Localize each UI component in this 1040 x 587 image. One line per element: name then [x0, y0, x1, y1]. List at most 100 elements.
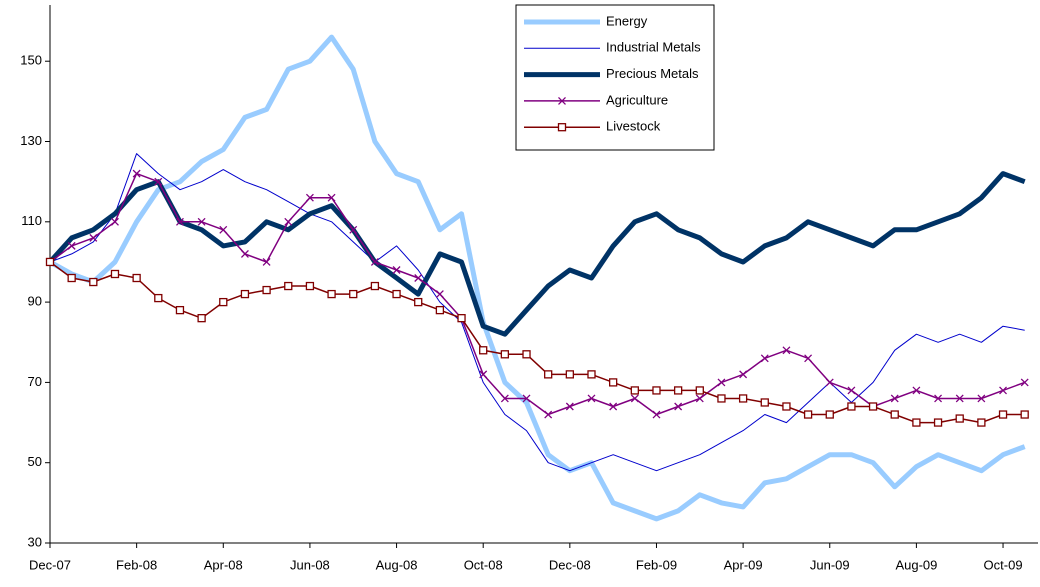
- marker-x: [630, 394, 639, 403]
- marker-x: [349, 225, 358, 234]
- marker-square: [479, 346, 488, 355]
- marker-square: [847, 402, 856, 411]
- marker-square: [760, 398, 769, 407]
- series-line: [48, 34, 1026, 522]
- legend-marker: [557, 123, 567, 132]
- marker-square: [890, 410, 899, 419]
- marker-x: [284, 217, 293, 226]
- marker-x: [132, 169, 141, 178]
- x-tick-label: Jun-09: [810, 557, 850, 572]
- marker-x: [804, 354, 813, 363]
- y-tick-label: 70: [28, 374, 42, 389]
- marker-x: [219, 225, 228, 234]
- marker-square: [197, 314, 206, 323]
- marker-x: [111, 217, 119, 226]
- marker-square: [132, 273, 141, 283]
- marker-square: [912, 418, 921, 427]
- marker-square: [522, 350, 531, 359]
- marker-square: [587, 370, 596, 379]
- y-tick-label: 130: [20, 133, 42, 148]
- marker-square: [500, 350, 510, 359]
- marker-x: [760, 354, 769, 363]
- marker-x: [587, 394, 596, 403]
- marker-x: [327, 193, 336, 202]
- marker-x: [609, 402, 618, 411]
- y-tick-label: 50: [28, 454, 42, 469]
- marker-x: [1020, 378, 1029, 387]
- marker-square: [652, 386, 661, 395]
- marker-square: [154, 293, 163, 303]
- series-line: [49, 153, 1025, 472]
- marker-x: [717, 378, 726, 387]
- marker-square: [435, 305, 445, 315]
- x-tick-label: Jun-08: [290, 557, 330, 572]
- y-tick-label: 30: [28, 534, 42, 549]
- legend-box: [515, 4, 715, 151]
- marker-square: [544, 370, 553, 379]
- marker-x: [739, 370, 748, 379]
- marker-square: [695, 386, 704, 395]
- x-tick-label: Apr-09: [724, 557, 763, 572]
- legend-marker: [558, 96, 566, 105]
- marker-square: [955, 414, 964, 423]
- x-tick-label: Feb-08: [116, 557, 157, 572]
- marker-x: [544, 410, 553, 419]
- marker-x: [414, 274, 423, 282]
- x-tick-label: Aug-09: [895, 557, 937, 572]
- marker-x: [154, 177, 163, 186]
- marker-x: [977, 394, 986, 403]
- marker-square: [977, 418, 986, 427]
- y-tick-label: 150: [20, 53, 42, 68]
- marker-square: [262, 285, 271, 295]
- marker-square: [305, 281, 315, 291]
- marker-x: [890, 394, 899, 403]
- marker-x: [392, 266, 401, 274]
- marker-x: [934, 394, 943, 403]
- legend-label: Agriculture: [606, 92, 668, 107]
- marker-x: [305, 193, 314, 202]
- x-tick-label: Aug-08: [376, 557, 418, 572]
- marker-x: [912, 386, 921, 395]
- marker-square: [738, 394, 748, 403]
- legend-label: Precious Metals: [606, 66, 699, 81]
- marker-x: [240, 249, 249, 258]
- x-tick-label: Feb-09: [636, 557, 677, 572]
- marker-x: [782, 346, 791, 355]
- marker-square: [803, 410, 813, 419]
- marker-x: [955, 394, 964, 403]
- marker-x: [825, 378, 834, 387]
- marker-x: [435, 290, 444, 299]
- marker-square: [673, 386, 683, 395]
- marker-x: [89, 233, 98, 242]
- marker-square: [630, 386, 639, 395]
- marker-x: [674, 402, 683, 411]
- legend-label: Livestock: [606, 119, 661, 134]
- marker-square: [457, 314, 466, 323]
- marker-x: [262, 257, 271, 266]
- marker-x: [479, 370, 488, 379]
- marker-square: [349, 289, 358, 299]
- marker-x: [500, 394, 509, 403]
- marker-x: [565, 402, 574, 411]
- marker-square: [414, 297, 423, 307]
- x-tick-label: Apr-08: [204, 557, 243, 572]
- marker-square: [240, 289, 250, 299]
- marker-square: [565, 370, 574, 379]
- marker-square: [392, 289, 401, 299]
- y-tick-label: 110: [21, 213, 42, 228]
- marker-x: [522, 394, 531, 403]
- marker-x: [652, 410, 661, 419]
- marker-x: [176, 217, 184, 226]
- marker-square: [825, 410, 834, 419]
- marker-square: [370, 281, 380, 291]
- marker-square: [67, 273, 76, 283]
- x-tick-label: Oct-08: [464, 557, 503, 572]
- legend-label: Energy: [606, 13, 648, 28]
- x-tick-label: Oct-09: [984, 557, 1023, 572]
- x-tick-label: Dec-08: [549, 557, 591, 572]
- marker-square: [998, 410, 1008, 419]
- marker-x: [695, 394, 704, 403]
- marker-x: [67, 241, 76, 250]
- marker-square: [1020, 410, 1029, 419]
